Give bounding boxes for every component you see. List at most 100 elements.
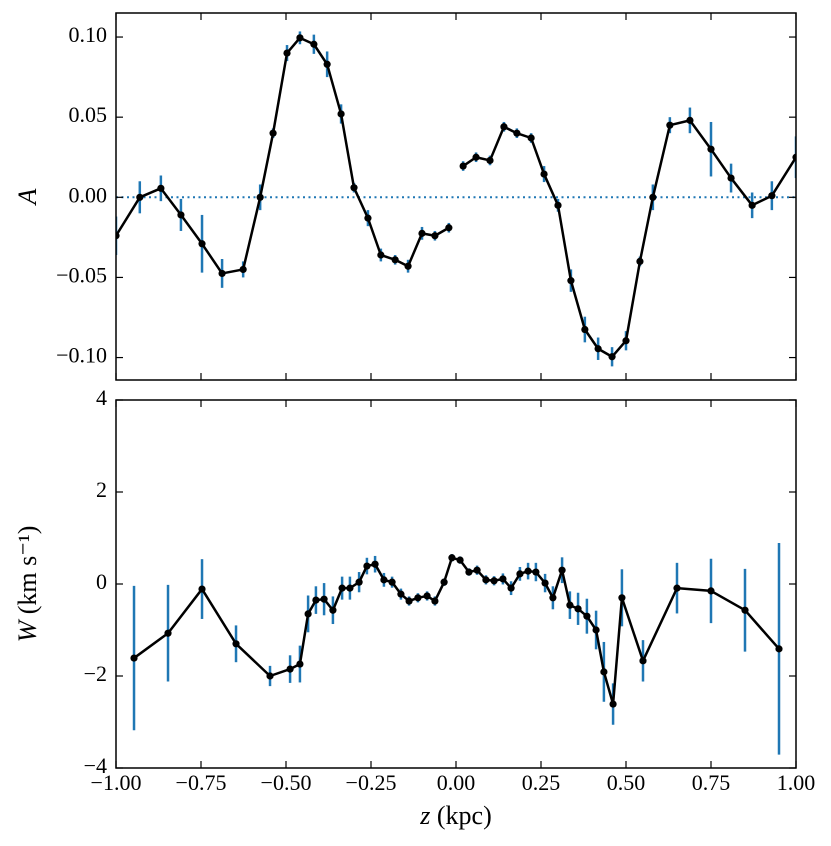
data-point bbox=[371, 560, 379, 568]
y-tick-label: 0.10 bbox=[69, 22, 108, 47]
y-tick-label: −0.05 bbox=[56, 262, 107, 287]
data-point bbox=[164, 629, 172, 637]
data-point bbox=[558, 566, 566, 574]
data-point bbox=[296, 34, 304, 42]
data-point bbox=[566, 601, 574, 609]
data-point bbox=[707, 587, 715, 595]
x-tick-label: −0.50 bbox=[261, 770, 312, 795]
data-point bbox=[507, 584, 515, 592]
data-point bbox=[338, 584, 346, 592]
y-axis-symbol: A bbox=[13, 188, 42, 206]
data-point bbox=[600, 668, 608, 676]
data-point bbox=[286, 665, 294, 673]
data-point bbox=[482, 576, 490, 584]
data-point bbox=[431, 597, 439, 605]
data-point bbox=[269, 129, 277, 137]
data-point bbox=[283, 49, 291, 57]
y-tick-label: −2 bbox=[84, 661, 107, 686]
data-point bbox=[440, 578, 448, 586]
data-point bbox=[622, 337, 630, 345]
data-line bbox=[133, 556, 780, 706]
data-point bbox=[116, 232, 120, 240]
data-point bbox=[465, 568, 473, 576]
x-tick-label: 0.75 bbox=[692, 770, 731, 795]
y-axis-label: W (km s⁻¹) bbox=[13, 526, 42, 643]
data-point bbox=[707, 145, 715, 153]
data-point bbox=[329, 606, 337, 614]
x-tick-label: 1.00 bbox=[777, 770, 816, 795]
data-point bbox=[380, 576, 388, 584]
data-point bbox=[608, 353, 616, 361]
data-point bbox=[350, 184, 358, 192]
data-point bbox=[218, 269, 226, 278]
data-point bbox=[490, 577, 498, 585]
data-point bbox=[431, 232, 439, 240]
y-axis-label: A bbox=[13, 188, 42, 206]
data-point bbox=[296, 660, 304, 668]
data-point bbox=[397, 590, 405, 598]
data-point bbox=[532, 568, 540, 576]
data-point bbox=[445, 224, 453, 232]
data-point bbox=[649, 193, 657, 201]
x-tick-label: −0.75 bbox=[176, 770, 227, 795]
data-point bbox=[459, 162, 467, 170]
data-point bbox=[136, 193, 144, 201]
data-point bbox=[337, 110, 345, 118]
y-tick-label: 0 bbox=[96, 569, 107, 594]
data-point bbox=[768, 192, 776, 200]
data-point bbox=[346, 584, 354, 592]
data-point bbox=[198, 585, 206, 593]
data-point bbox=[741, 606, 749, 614]
data-point bbox=[609, 700, 617, 708]
axes-frame bbox=[115, 399, 797, 769]
x-axis-unit: (kpc) bbox=[437, 801, 492, 830]
x-axis-label: z (kpc) bbox=[419, 801, 491, 830]
y-axis-unit: (km s⁻¹) bbox=[13, 526, 42, 615]
data-point bbox=[540, 170, 548, 178]
y-tick-label: −4 bbox=[84, 753, 107, 778]
data-point bbox=[567, 277, 575, 285]
x-axis-symbol: z bbox=[419, 801, 430, 830]
data-point bbox=[414, 594, 422, 602]
data-point bbox=[486, 156, 494, 165]
data-point bbox=[239, 265, 247, 274]
data-point bbox=[516, 570, 524, 578]
data-point bbox=[355, 578, 363, 586]
data-point bbox=[639, 657, 647, 665]
data-point bbox=[232, 640, 240, 648]
data-point bbox=[618, 594, 626, 602]
data-point bbox=[177, 211, 185, 219]
data-point bbox=[423, 592, 431, 600]
data-point bbox=[377, 251, 385, 259]
x-tick-label: 0.25 bbox=[522, 770, 561, 795]
x-tick-label: 0.50 bbox=[607, 770, 646, 795]
x-tick-label: −1.00 bbox=[91, 770, 142, 795]
data-point bbox=[418, 229, 426, 237]
data-point bbox=[266, 672, 274, 680]
y-axis-symbol: W bbox=[13, 618, 42, 642]
plot-area bbox=[116, 31, 796, 367]
data-point bbox=[391, 256, 399, 264]
data-point bbox=[363, 562, 371, 570]
data-point bbox=[527, 134, 535, 142]
data-point bbox=[541, 579, 549, 587]
y-tick-label: 0.05 bbox=[69, 102, 108, 127]
data-point bbox=[500, 123, 508, 131]
data-point bbox=[524, 567, 532, 575]
data-point bbox=[792, 153, 796, 161]
data-point bbox=[472, 153, 480, 161]
data-point bbox=[554, 201, 562, 209]
data-point bbox=[256, 193, 264, 201]
data-point bbox=[473, 566, 481, 574]
data-point bbox=[581, 325, 589, 334]
data-point bbox=[448, 554, 456, 562]
data-point bbox=[594, 345, 602, 353]
data-point bbox=[592, 626, 600, 634]
data-point bbox=[636, 257, 644, 266]
y-tick-label: 2 bbox=[96, 477, 107, 502]
data-point bbox=[666, 121, 674, 129]
data-point bbox=[310, 40, 318, 48]
data-point bbox=[583, 612, 591, 620]
data-point bbox=[499, 575, 507, 583]
